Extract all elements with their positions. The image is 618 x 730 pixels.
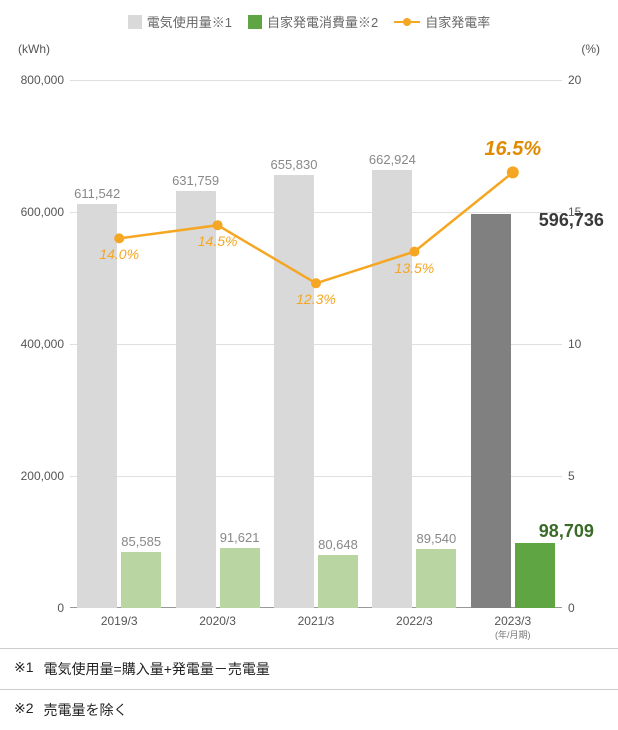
chart-area: 0200,000400,000600,000800,00005101520611…: [70, 80, 562, 608]
line-point-label: 12.3%: [296, 291, 336, 307]
legend-swatch-series1: [128, 15, 142, 29]
ytick-right: 20: [562, 73, 602, 87]
x-axis-sublabel: (年/月期): [494, 628, 531, 641]
footnote-1-text: 電気使用量=購入量+発電量－売電量: [44, 659, 270, 679]
y-axis-right-title: (%): [581, 42, 600, 56]
ytick-right: 5: [562, 469, 602, 483]
legend-label-series3: 自家発電率: [425, 12, 490, 31]
legend-item-series1: 電気使用量※1: [128, 12, 232, 31]
x-axis-label: 2022/3: [396, 608, 433, 628]
y-axis-left-title: (kWh): [18, 42, 50, 56]
line-point-label: 16.5%: [484, 138, 541, 161]
x-axis-label: 2021/3: [298, 608, 335, 628]
x-axis-label: 2020/3: [199, 608, 236, 628]
footnote-2-tag: ※2: [14, 700, 34, 720]
legend-item-series2: 自家発電消費量※2: [248, 12, 378, 31]
footnote-2: ※2 売電量を除く: [0, 689, 618, 730]
legend-label-series2: 自家発電消費量※2: [267, 12, 378, 31]
legend: 電気使用量※1 自家発電消費量※2 自家発電率: [0, 0, 618, 31]
line-point-label: 13.5%: [395, 260, 435, 276]
legend-swatch-series3: [394, 21, 420, 23]
legend-label-series1: 電気使用量※1: [147, 12, 232, 31]
footnote-1: ※1 電気使用量=購入量+発電量－売電量: [0, 648, 618, 689]
legend-swatch-series2: [248, 15, 262, 29]
ytick-left: 800,000: [10, 73, 70, 87]
x-axis-label: 2023/3(年/月期): [494, 608, 531, 641]
ytick-right: 0: [562, 601, 602, 615]
footnote-2-text: 売電量を除く: [44, 700, 128, 720]
ytick-left: 0: [10, 601, 70, 615]
ytick-left: 200,000: [10, 469, 70, 483]
ytick-left: 400,000: [10, 337, 70, 351]
ytick-left: 600,000: [10, 205, 70, 219]
x-axis-label: 2019/3: [101, 608, 138, 628]
footnote-1-tag: ※1: [14, 659, 34, 679]
legend-item-series3: 自家発電率: [394, 12, 490, 31]
ytick-right: 10: [562, 337, 602, 351]
line-point-label: 14.5%: [198, 233, 238, 249]
line-point-label: 14.0%: [99, 246, 139, 262]
footnotes: ※1 電気使用量=購入量+発電量－売電量 ※2 売電量を除く: [0, 648, 618, 730]
